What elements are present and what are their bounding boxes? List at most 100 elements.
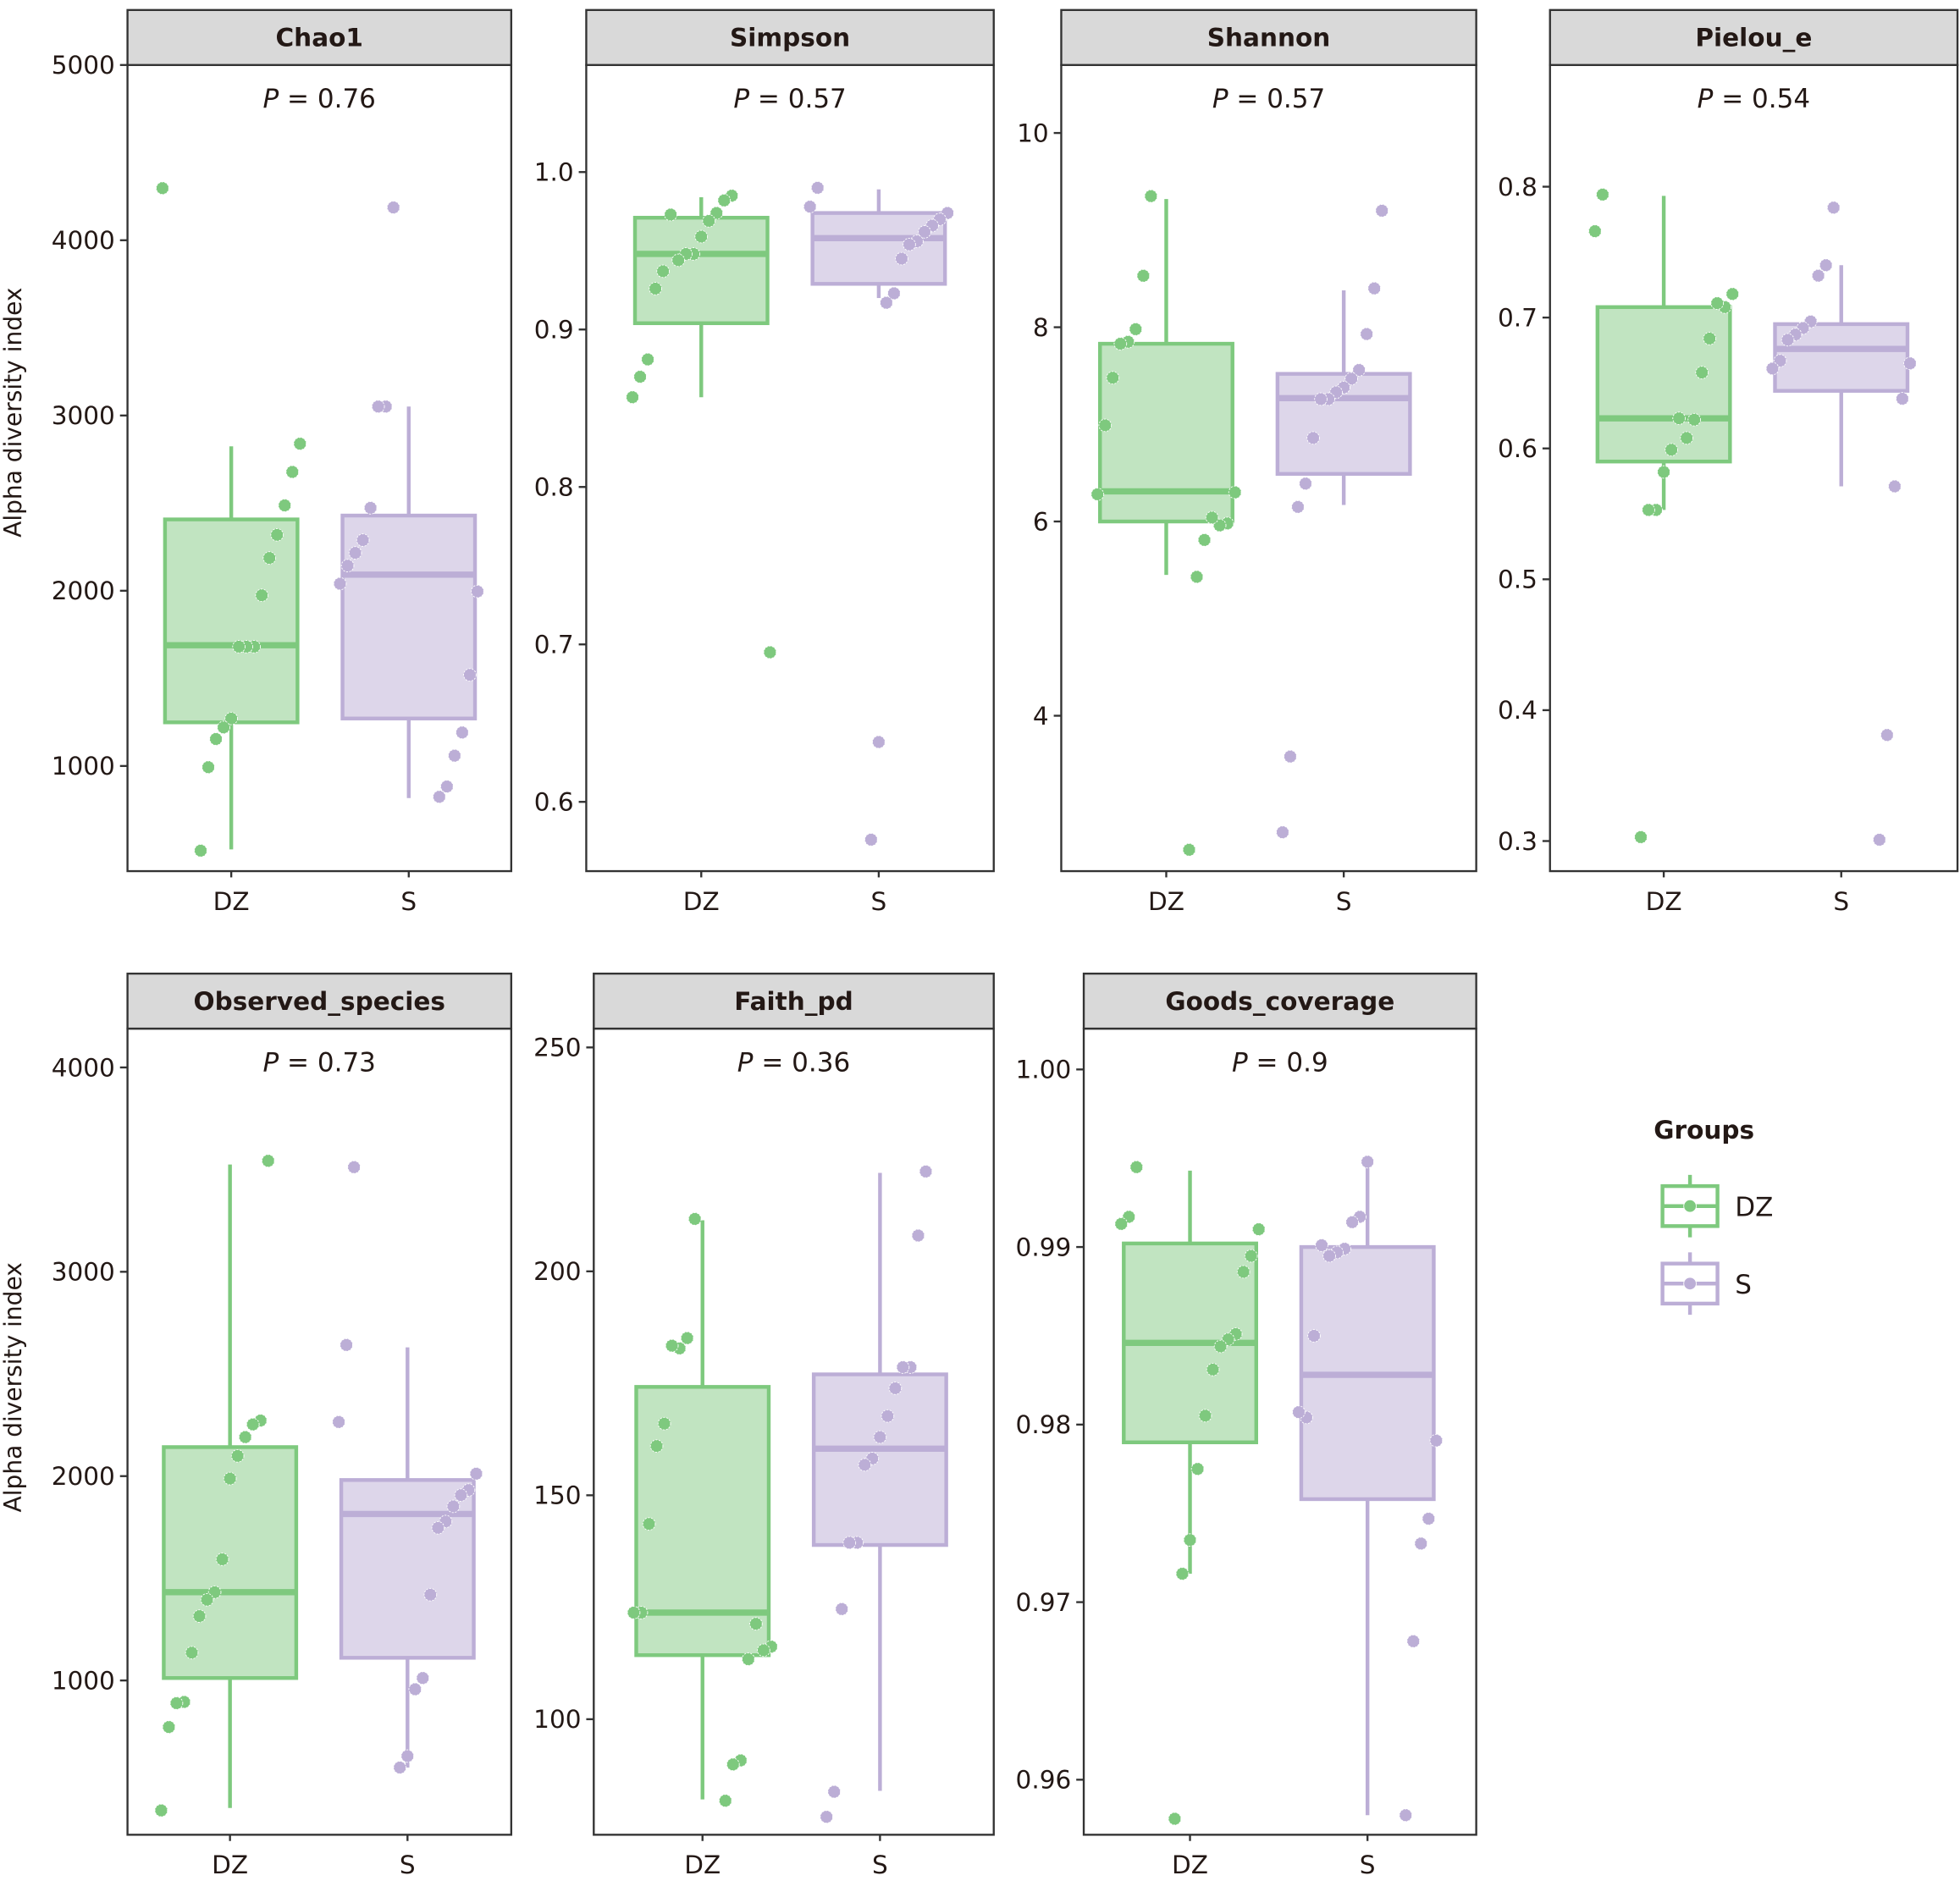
data-point — [1399, 1808, 1413, 1823]
data-point — [1665, 443, 1678, 457]
data-point — [185, 1646, 199, 1660]
data-point — [340, 1338, 353, 1352]
legend-item-s: S — [1660, 1252, 1752, 1316]
data-point — [656, 264, 670, 279]
data-point — [641, 352, 654, 367]
data-point — [888, 1382, 903, 1395]
data-point — [471, 584, 484, 598]
y-tick-label: 5000 — [52, 51, 115, 80]
data-point — [1129, 1160, 1144, 1174]
y-tick-label: 3000 — [52, 401, 115, 430]
data-point — [718, 1794, 732, 1807]
y-tick-label: 150 — [533, 1481, 581, 1510]
boxplot-s — [811, 1165, 948, 1824]
data-point — [209, 732, 223, 746]
y-tick-label: 0.97 — [1016, 1588, 1072, 1617]
data-point — [246, 1417, 260, 1431]
boxplot-dz — [627, 1212, 778, 1807]
data-point — [919, 1165, 933, 1178]
data-point — [873, 1430, 887, 1444]
data-point — [1236, 1265, 1251, 1279]
data-point — [726, 1757, 740, 1772]
data-point — [1695, 366, 1709, 379]
p-value-label: P = 0.54 — [1698, 84, 1810, 114]
data-point — [1642, 503, 1655, 517]
data-point — [356, 533, 370, 547]
data-point — [1375, 204, 1389, 218]
x-tick-label: S — [1833, 887, 1849, 916]
data-point — [1596, 187, 1609, 201]
data-point — [262, 551, 277, 565]
panel-simpson: Simpson P = 0.57 0.6 0.7 0.8 0.9 1.0 DZ S — [534, 8, 995, 916]
data-point — [1710, 296, 1725, 310]
boxplot-dz — [1090, 189, 1242, 857]
y-tick-label: 0.96 — [1016, 1766, 1072, 1795]
data-point — [416, 1671, 430, 1685]
data-point — [1687, 412, 1702, 427]
data-point — [207, 1586, 222, 1599]
x-tick-label: S — [871, 887, 887, 916]
data-point — [1306, 431, 1320, 445]
data-point — [665, 1338, 679, 1353]
data-point — [1703, 332, 1717, 345]
box-iqr — [340, 513, 478, 720]
boxplot-s — [1765, 201, 1917, 847]
strip-header — [593, 972, 995, 1030]
data-point — [1183, 1533, 1197, 1547]
panel-observed_species: Observed_species P = 0.73 1000 2000 3000 4000… — [52, 972, 513, 1879]
y-tick-label: 1000 — [52, 1666, 115, 1695]
panel-goods_coverage: Goods_coverage P = 0.9 0.96 0.97 0.98 0.99 1.0… — [1016, 972, 1477, 1879]
data-point — [1322, 1249, 1336, 1263]
data-point — [763, 645, 777, 659]
box-iqr — [1595, 305, 1732, 464]
data-point — [742, 1652, 755, 1666]
data-point — [463, 668, 477, 682]
data-point — [1206, 1362, 1220, 1376]
y-tick-label: 1.0 — [534, 158, 574, 187]
data-point — [1315, 1238, 1328, 1252]
legend: Groups DZ S — [1654, 1116, 1773, 1316]
data-point — [1106, 371, 1120, 385]
data-point — [880, 295, 893, 310]
y-tick-label: 0.5 — [1498, 565, 1538, 594]
y-tick-label: 8 — [1033, 313, 1049, 342]
data-point — [347, 1160, 361, 1174]
data-point — [680, 1331, 694, 1345]
data-point — [1634, 830, 1648, 844]
data-point — [1244, 1249, 1258, 1263]
panel-title: Chao1 — [276, 24, 363, 52]
data-point — [270, 527, 284, 542]
data-point — [1090, 488, 1105, 501]
data-point — [1367, 281, 1382, 295]
data-point — [1414, 1536, 1428, 1551]
data-point — [1773, 354, 1787, 367]
data-point — [1190, 1462, 1205, 1476]
data-point — [1725, 287, 1740, 301]
box-iqr — [811, 1372, 948, 1547]
data-point — [1680, 431, 1693, 445]
data-point — [1819, 258, 1833, 273]
data-point — [1182, 842, 1196, 857]
strip-header — [126, 8, 513, 66]
data-point — [215, 1553, 229, 1566]
data-point — [448, 748, 461, 763]
data-point — [1190, 570, 1204, 584]
box-iqr — [162, 1445, 299, 1680]
box-iqr — [163, 517, 300, 725]
data-point — [810, 181, 825, 195]
data-point — [1903, 356, 1917, 371]
data-point — [1314, 392, 1328, 406]
data-point — [664, 207, 677, 222]
boxplot-dz — [1114, 1160, 1266, 1826]
x-tick-label: DZ — [213, 887, 250, 916]
strip-header — [1549, 8, 1959, 66]
y-tick-label: 0.8 — [1498, 173, 1538, 201]
legend-label: DZ — [1735, 1193, 1773, 1223]
x-tick-label: S — [1360, 1851, 1376, 1879]
data-point — [1361, 1155, 1375, 1169]
data-point — [293, 437, 307, 450]
data-point — [1198, 1409, 1212, 1423]
data-point — [881, 1409, 895, 1423]
data-point — [1880, 728, 1894, 742]
